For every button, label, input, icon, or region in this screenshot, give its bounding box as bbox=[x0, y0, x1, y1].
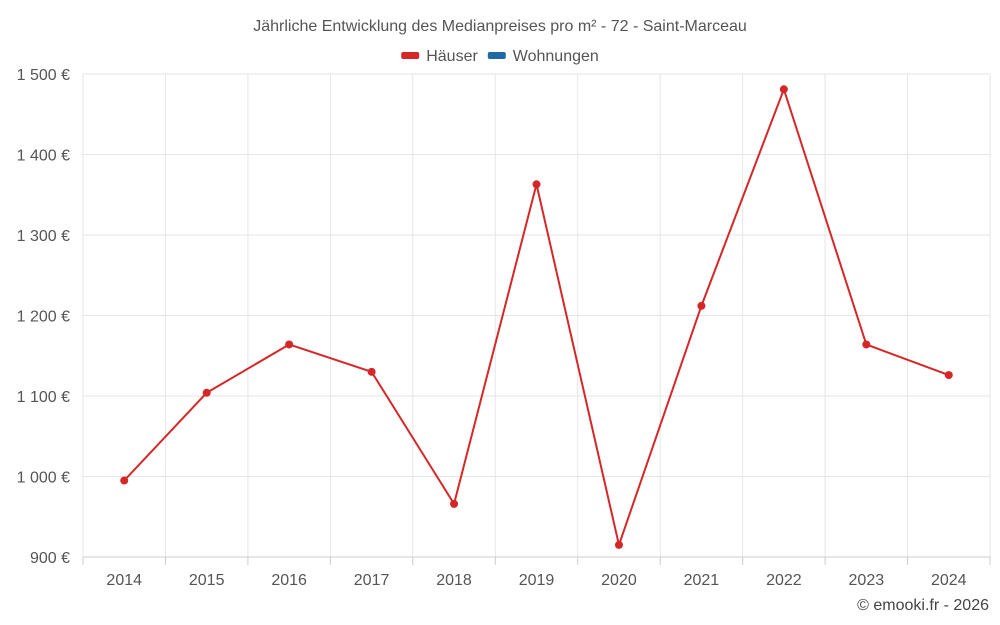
data-point[interactable] bbox=[862, 340, 871, 349]
x-tick-label: 2014 bbox=[106, 572, 142, 589]
x-tick-label: 2020 bbox=[601, 572, 637, 589]
x-tick-label: 2019 bbox=[519, 572, 555, 589]
legend-label: Wohnungen bbox=[513, 48, 599, 65]
data-point[interactable] bbox=[285, 340, 294, 349]
x-axis: 2014 2015 2016 2017 2018 2019 2020 2021 2022 2023… bbox=[82, 556, 991, 589]
data-point[interactable] bbox=[614, 540, 623, 549]
x-tick-label: 2023 bbox=[849, 572, 885, 589]
y-tick-label: 1 100 € bbox=[17, 389, 70, 406]
x-tick-label: 2022 bbox=[766, 572, 802, 589]
data-point[interactable] bbox=[202, 388, 211, 397]
x-tick-label: 2018 bbox=[436, 572, 472, 589]
series-layer bbox=[120, 85, 953, 549]
y-tick-label: 1 300 € bbox=[17, 228, 70, 245]
y-tick-label: 900 € bbox=[30, 550, 70, 567]
x-tick-label: 2017 bbox=[354, 572, 390, 589]
data-point[interactable] bbox=[367, 367, 376, 376]
grid bbox=[82, 73, 991, 557]
x-tick-label: 2021 bbox=[684, 572, 720, 589]
x-tick-label: 2016 bbox=[271, 572, 307, 589]
y-tick-label: 1 400 € bbox=[17, 148, 70, 165]
x-tick-label: 2015 bbox=[189, 572, 225, 589]
legend-swatch bbox=[401, 52, 420, 59]
x-tick-label: 2024 bbox=[931, 572, 967, 589]
legend-swatch bbox=[487, 52, 506, 59]
data-point[interactable] bbox=[120, 476, 129, 485]
legend: Häuser Wohnungen bbox=[401, 48, 599, 65]
y-tick-label: 1 200 € bbox=[17, 309, 70, 326]
y-tick-label: 1 000 € bbox=[17, 470, 70, 487]
data-point[interactable] bbox=[450, 499, 459, 508]
data-point[interactable] bbox=[697, 301, 706, 310]
legend-label: Häuser bbox=[426, 48, 478, 65]
data-point[interactable] bbox=[779, 85, 788, 94]
y-axis: 900 € 1 000 € 1 100 € 1 200 € 1 300 € 1 400 €… bbox=[17, 67, 70, 567]
data-point[interactable] bbox=[532, 180, 541, 189]
legend-item[interactable]: Häuser bbox=[401, 48, 478, 65]
y-tick-label: 1 500 € bbox=[17, 67, 70, 84]
credit-text: © emooki.fr - 2026 bbox=[857, 597, 989, 614]
legend-item[interactable]: Wohnungen bbox=[487, 48, 599, 65]
chart-title: Jährliche Entwicklung des Medianpreises … bbox=[253, 18, 747, 35]
data-point[interactable] bbox=[944, 371, 953, 380]
